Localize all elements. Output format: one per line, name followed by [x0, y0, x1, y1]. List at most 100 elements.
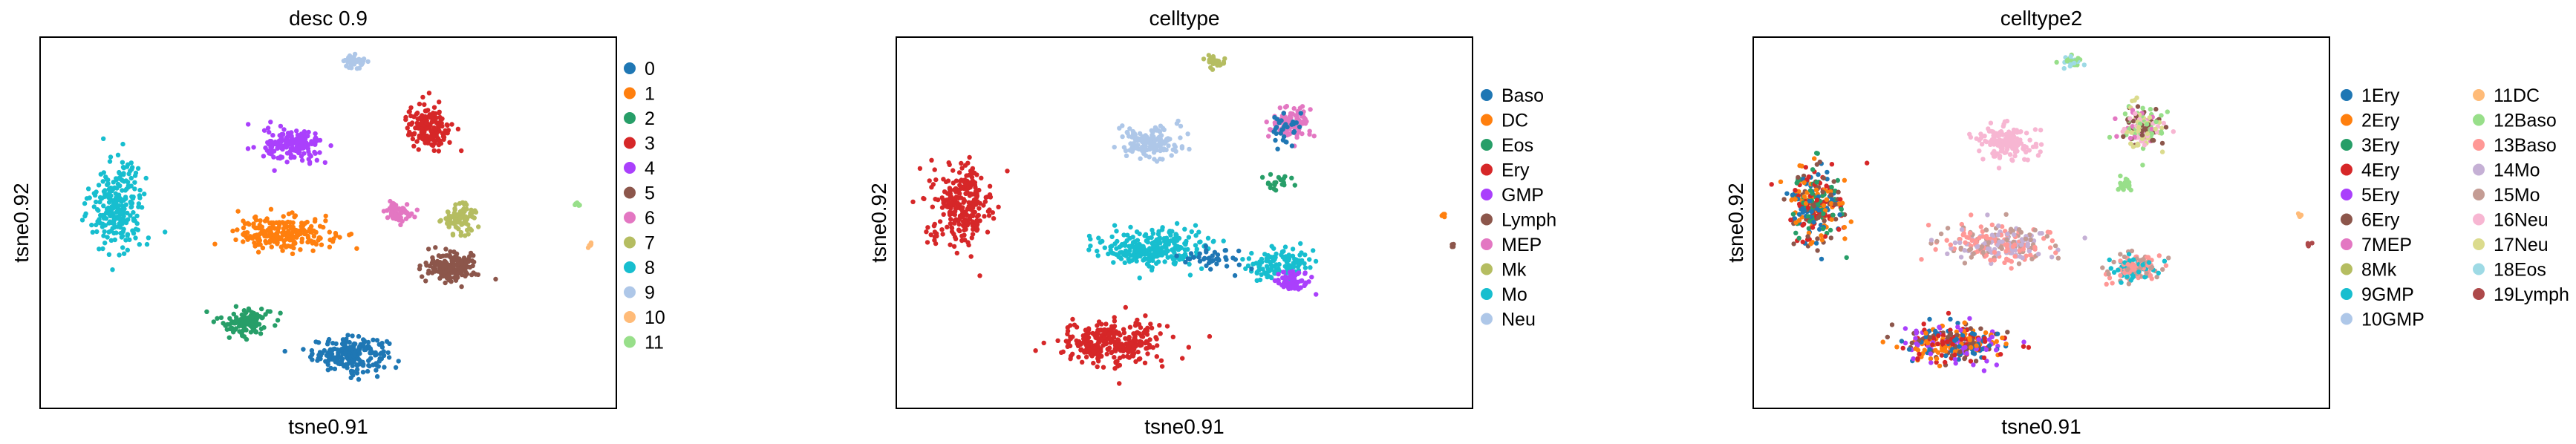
scatter-point — [100, 179, 105, 184]
scatter-point — [939, 227, 945, 232]
scatter-point — [1254, 278, 1259, 283]
legend-label: 8Mk — [2361, 260, 2397, 281]
scatter-point — [1948, 242, 1953, 247]
scatter-point — [2049, 255, 2055, 260]
scatter-point — [1265, 274, 1270, 280]
scatter-point — [1186, 345, 1192, 350]
scatter-point — [115, 152, 121, 157]
scatter-point — [231, 311, 236, 317]
scatter-point — [2118, 173, 2123, 179]
scatter-point — [424, 133, 430, 139]
scatter-point — [466, 259, 471, 264]
scatter-point — [2133, 111, 2138, 117]
scatter-point — [232, 321, 238, 326]
scatter-point — [2148, 266, 2153, 271]
scatter-point — [431, 105, 437, 110]
scatter-point — [1816, 172, 1821, 177]
scatter-point — [1134, 242, 1140, 248]
scatter-point — [1084, 332, 1089, 337]
scatter-point — [467, 213, 472, 219]
scatter-point — [306, 129, 311, 135]
legend-entry: 0 — [624, 59, 655, 79]
scatter-point — [976, 206, 982, 211]
scatter-point — [1147, 337, 1152, 342]
scatter-point — [987, 183, 993, 189]
scatter-point — [1142, 148, 1147, 153]
scatter-point — [1900, 345, 1905, 351]
scatter-point — [224, 327, 229, 332]
scatter-point — [1117, 381, 1122, 386]
scatter-point — [1199, 266, 1204, 271]
scatter-point — [976, 212, 982, 218]
scatter-point — [1123, 336, 1128, 342]
scatter-point — [131, 210, 136, 215]
scatter-point — [2053, 250, 2058, 255]
scatter-point — [1793, 188, 1798, 193]
scatter-point — [310, 248, 316, 253]
scatter-point — [1154, 159, 1160, 164]
scatter-point — [2026, 148, 2032, 153]
legend-entry: 4 — [624, 158, 655, 179]
scatter-point — [1174, 253, 1179, 258]
scatter-point — [1964, 350, 1969, 356]
scatter-point — [1276, 174, 1282, 180]
scatter-point — [281, 238, 287, 244]
scatter-point — [1133, 320, 1138, 326]
scatter-point — [339, 347, 345, 352]
scatter-point — [917, 166, 923, 172]
scatter-point — [1839, 200, 1845, 206]
scatter-point — [436, 253, 442, 258]
scatter-point — [962, 179, 967, 185]
scatter-point — [299, 236, 304, 241]
scatter-point — [388, 210, 394, 215]
scatter-point — [2008, 226, 2014, 232]
scatter-point — [493, 276, 498, 282]
scatter-point — [1216, 258, 1222, 263]
scatter-point — [265, 140, 270, 146]
scatter-point — [434, 115, 439, 120]
scatter-point — [2159, 140, 2165, 146]
scatter-point — [1997, 155, 2003, 160]
scatter-point — [307, 161, 313, 166]
scatter-point — [426, 268, 431, 273]
scatter-point — [2107, 134, 2113, 140]
scatter-point — [264, 234, 269, 239]
scatter-point — [230, 228, 235, 234]
scatter-point — [1141, 330, 1147, 336]
scatter-point — [1201, 56, 1207, 62]
scatter-point — [423, 140, 428, 145]
scatter-point — [1156, 134, 1162, 140]
legend-marker — [2473, 163, 2485, 176]
scatter-point — [1927, 335, 1933, 340]
scatter-point — [1793, 197, 1798, 202]
scatter-point — [1995, 232, 2001, 238]
scatter-point — [252, 240, 257, 246]
scatter-point — [1162, 259, 1167, 264]
legend-label: 2 — [645, 108, 655, 129]
scatter-point — [113, 200, 119, 206]
scatter-point — [97, 195, 103, 200]
scatter-point — [405, 125, 410, 131]
scatter-point — [2012, 254, 2018, 259]
scatter-point — [2130, 264, 2135, 270]
scatter-point — [1211, 238, 1216, 244]
scatter-point — [451, 212, 457, 218]
scatter-point — [1824, 197, 1830, 202]
scatter-point — [1936, 333, 1941, 339]
scatter-point — [977, 218, 982, 223]
scatter-point — [1814, 162, 1820, 167]
scatter-point — [1121, 252, 1126, 258]
scatter-point — [1966, 235, 1972, 241]
scatter-point — [396, 359, 401, 364]
scatter-point — [290, 146, 295, 151]
scatter-point — [955, 205, 960, 210]
legend-label: 13Baso — [2494, 135, 2557, 156]
scatter-point — [1154, 261, 1159, 266]
legend-marker — [624, 87, 636, 99]
scatter-point — [325, 362, 330, 368]
panel-celltype: celltype tsne0.91 tsne0.92 Baso DC Eos Ery G… — [867, 7, 1556, 438]
scatter-point — [1088, 244, 1093, 249]
scatter-point — [1842, 236, 1848, 241]
scatter-point — [1986, 343, 1992, 348]
legend-label: 11 — [645, 333, 664, 353]
